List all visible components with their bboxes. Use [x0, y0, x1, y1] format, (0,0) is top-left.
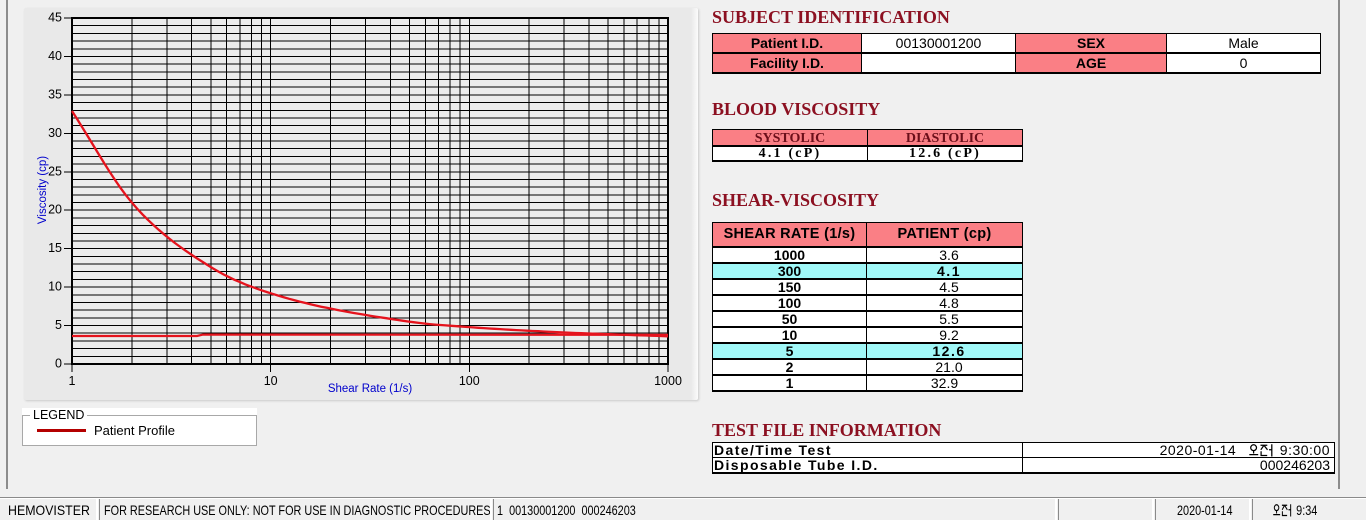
svg-text:100: 100: [459, 374, 480, 388]
svg-text:45: 45: [48, 11, 62, 25]
svg-text:10: 10: [264, 374, 278, 388]
svg-text:5: 5: [55, 318, 62, 332]
svg-text:Viscosity (cp): Viscosity (cp): [37, 156, 49, 224]
svg-text:1000: 1000: [654, 374, 682, 388]
svg-text:15: 15: [48, 241, 62, 255]
svg-text:35: 35: [48, 87, 62, 101]
svg-text:10: 10: [48, 280, 62, 294]
svg-text:1: 1: [69, 374, 76, 388]
svg-text:Shear Rate (1/s): Shear Rate (1/s): [328, 383, 413, 395]
svg-text:20: 20: [48, 203, 62, 217]
svg-text:40: 40: [48, 49, 62, 63]
svg-text:25: 25: [48, 164, 62, 178]
svg-text:30: 30: [48, 126, 62, 140]
svg-text:0: 0: [55, 357, 62, 371]
